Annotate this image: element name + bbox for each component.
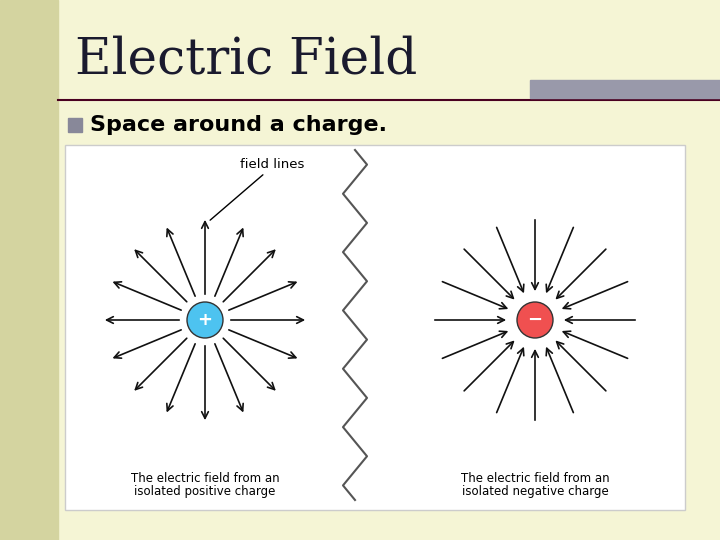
Text: The electric field from an: The electric field from an <box>461 471 609 484</box>
Text: isolated positive charge: isolated positive charge <box>135 484 276 497</box>
Text: Electric Field: Electric Field <box>75 35 418 85</box>
Bar <box>0 0 58 540</box>
Circle shape <box>187 302 223 338</box>
Text: +: + <box>197 311 212 329</box>
Bar <box>65 145 685 510</box>
Circle shape <box>517 302 553 338</box>
Text: The electric field from an: The electric field from an <box>131 471 279 484</box>
Text: Space around a charge.: Space around a charge. <box>90 115 387 135</box>
Bar <box>530 80 720 98</box>
Bar <box>68 118 82 132</box>
Text: −: − <box>528 311 543 329</box>
Text: isolated negative charge: isolated negative charge <box>462 484 608 497</box>
Text: field lines: field lines <box>240 159 304 172</box>
